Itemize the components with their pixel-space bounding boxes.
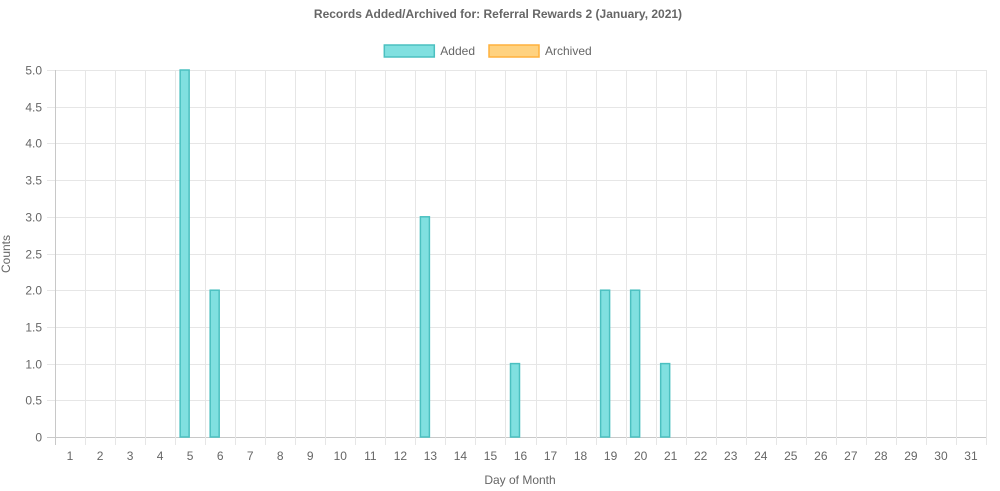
x-tick-label: 10	[334, 449, 348, 463]
x-axis-ticks: 1 2 3 4 5 6 7 8 9 10 11 12 13 14 15 16 17 18 19 20 21 22 23 24 2…	[67, 449, 978, 463]
x-tick-label: 8	[277, 449, 284, 463]
legend-swatch	[383, 44, 436, 58]
y-tick-label: 1.0	[25, 358, 42, 372]
x-tick-label: 2	[97, 449, 104, 463]
x-tick-label: 5	[187, 449, 194, 463]
bars	[179, 69, 671, 438]
y-tick-label: 0	[35, 431, 42, 445]
y-tick-label: 4.5	[25, 101, 42, 115]
x-tick-label: 18	[574, 449, 588, 463]
x-tick-label: 22	[694, 449, 708, 463]
legend-swatch	[488, 44, 540, 58]
x-tick-label: 25	[784, 449, 798, 463]
x-tick-label: 30	[934, 449, 948, 463]
x-tick-label: 4	[157, 449, 164, 463]
bar-added-day-6[interactable]	[209, 289, 220, 438]
x-tick-label: 1	[67, 449, 74, 463]
x-tick-label: 19	[604, 449, 618, 463]
legend-item-archived[interactable]: Archived	[488, 44, 592, 58]
y-tick-label: 1.5	[25, 321, 42, 335]
x-tick-label: 13	[424, 449, 438, 463]
legend-label: Archived	[545, 44, 592, 58]
grid	[47, 70, 987, 445]
x-tick-label: 3	[127, 449, 134, 463]
x-tick-label: 11	[364, 449, 377, 463]
x-tick-label: 14	[454, 449, 468, 463]
x-tick-label: 15	[484, 449, 498, 463]
legend-item-added[interactable]: Added	[383, 44, 475, 58]
y-tick-label: 3.0	[25, 211, 42, 225]
x-tick-label: 21	[664, 449, 678, 463]
legend-label: Added	[440, 44, 475, 58]
bar-added-day-20[interactable]	[629, 289, 641, 438]
x-tick-label: 28	[874, 449, 888, 463]
x-tick-label: 12	[394, 449, 408, 463]
bar-added-day-16[interactable]	[509, 362, 521, 438]
x-tick-label: 23	[724, 449, 738, 463]
x-tick-label: 16	[514, 449, 528, 463]
y-tick-label: 2.0	[25, 284, 42, 298]
y-tick-label: 3.5	[25, 174, 42, 188]
x-tick-label: 24	[754, 449, 768, 463]
y-tick-label: 2.5	[25, 248, 42, 262]
x-tick-label: 31	[964, 449, 978, 463]
x-tick-label: 17	[544, 449, 558, 463]
y-axis-ticks: 0 0.5 1.0 1.5 2.0 2.5 3.0 3.5 4.0 4.5 5.0	[25, 64, 42, 445]
x-tick-label: 27	[844, 449, 858, 463]
y-axis-title: Counts	[0, 235, 13, 273]
bar-added-day-19[interactable]	[599, 289, 611, 438]
x-tick-label: 7	[247, 449, 254, 463]
y-tick-label: 0.5	[25, 394, 42, 408]
x-tick-label: 6	[217, 449, 224, 463]
x-tick-label: 9	[307, 449, 314, 463]
x-tick-label: 20	[634, 449, 648, 463]
legend: Added Archived	[383, 44, 592, 58]
x-tick-label: 26	[814, 449, 828, 463]
y-tick-label: 4.0	[25, 137, 42, 151]
y-tick-label: 5.0	[25, 64, 42, 78]
x-axis-title: Day of Month	[484, 473, 555, 487]
bar-added-day-21[interactable]	[659, 362, 671, 438]
bar-added-day-5[interactable]	[179, 69, 190, 438]
x-tick-label: 29	[904, 449, 918, 463]
bar-added-day-13[interactable]	[419, 216, 431, 438]
chart-title: Records Added/Archived for: Referral Rew…	[314, 7, 682, 21]
